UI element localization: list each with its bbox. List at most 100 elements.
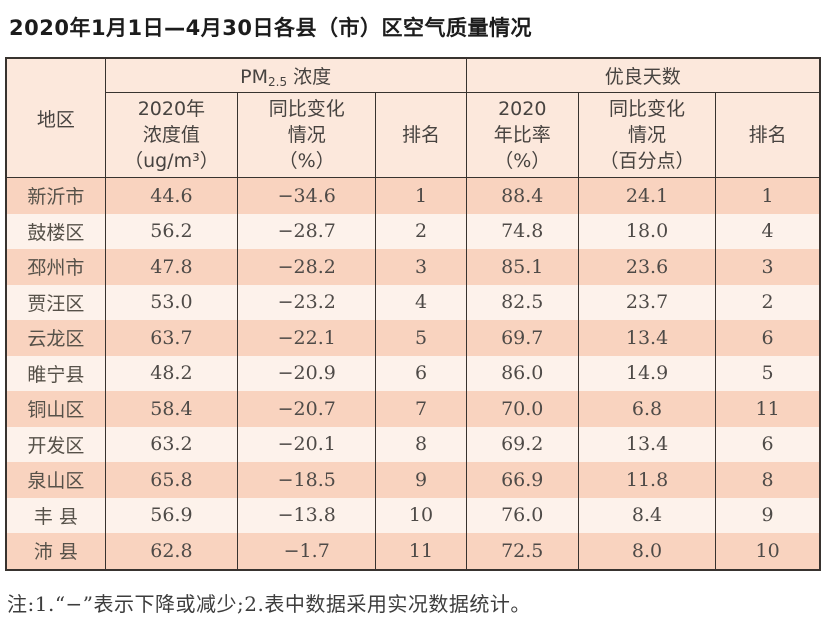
value-cell: −34.6 bbox=[237, 177, 377, 214]
col-header-pm25-change: 同比变化 情况 （%） bbox=[237, 92, 377, 178]
value-cell: 72.5 bbox=[465, 533, 579, 570]
value-cell: 2 bbox=[375, 213, 467, 249]
value-cell: 10 bbox=[375, 497, 467, 533]
col-header-good-change: 同比变化 情况 （百分点） bbox=[577, 92, 717, 178]
value-cell: 48.2 bbox=[104, 355, 239, 391]
air-quality-table: 地区 PM2.5 浓度 优良天数 2020年 浓度值 （ug/m³） 同比变化 … bbox=[5, 57, 821, 571]
value-cell: −20.7 bbox=[237, 391, 377, 427]
col-header-good-days-group: 优良天数 bbox=[465, 58, 821, 93]
table-row: 新沂市 44.6 −34.6 1 88.4 24.1 1 bbox=[5, 177, 821, 214]
value-cell: 85.1 bbox=[465, 249, 579, 285]
value-cell: 8 bbox=[715, 462, 821, 498]
value-cell: 9 bbox=[375, 462, 467, 498]
value-cell: 8 bbox=[375, 426, 467, 462]
value-cell: −28.7 bbox=[237, 213, 377, 249]
page-title: 2020年1月1日—4月30日各县（市）区空气质量情况 bbox=[9, 16, 533, 40]
value-cell: 70.0 bbox=[465, 391, 579, 427]
value-cell: 5 bbox=[375, 320, 467, 356]
col-header-region: 地区 bbox=[5, 58, 106, 178]
table-row: 贾汪区 53.0 −23.2 4 82.5 23.7 2 bbox=[5, 284, 821, 320]
region-cell: 沛 县 bbox=[5, 533, 106, 570]
value-cell: 13.4 bbox=[577, 320, 717, 356]
value-cell: 3 bbox=[375, 249, 467, 285]
value-cell: 86.0 bbox=[465, 355, 579, 391]
region-cell: 新沂市 bbox=[5, 177, 106, 214]
region-cell: 邳州市 bbox=[5, 249, 106, 285]
table-row: 沛 县 62.8 −1.7 11 72.5 8.0 10 bbox=[5, 533, 821, 570]
region-cell: 开发区 bbox=[5, 426, 106, 462]
value-cell: 44.6 bbox=[104, 177, 239, 214]
value-cell: 23.7 bbox=[577, 284, 717, 320]
region-cell: 贾汪区 bbox=[5, 284, 106, 320]
value-cell: 4 bbox=[375, 284, 467, 320]
value-cell: 4 bbox=[715, 213, 821, 249]
value-cell: 63.2 bbox=[104, 426, 239, 462]
value-cell: −23.2 bbox=[237, 284, 377, 320]
pm25-label-prefix: PM bbox=[240, 66, 269, 88]
value-cell: −20.1 bbox=[237, 426, 377, 462]
region-cell: 泉山区 bbox=[5, 462, 106, 498]
value-cell: 7 bbox=[375, 391, 467, 427]
region-cell: 鼓楼区 bbox=[5, 213, 106, 249]
col-header-pm25-value: 2020年 浓度值 （ug/m³） bbox=[104, 92, 239, 178]
col-header-pm25-rank: 排名 bbox=[375, 92, 467, 178]
region-cell: 铜山区 bbox=[5, 391, 106, 427]
table-row: 睢宁县 48.2 −20.9 6 86.0 14.9 5 bbox=[5, 355, 821, 391]
value-cell: 14.9 bbox=[577, 355, 717, 391]
region-cell: 睢宁县 bbox=[5, 355, 106, 391]
value-cell: 8.0 bbox=[577, 533, 717, 570]
value-cell: −1.7 bbox=[237, 533, 377, 570]
pm25-label-suffix: 浓度 bbox=[287, 66, 332, 88]
value-cell: 1 bbox=[375, 177, 467, 214]
value-cell: 47.8 bbox=[104, 249, 239, 285]
value-cell: −18.5 bbox=[237, 462, 377, 498]
table-body: 新沂市 44.6 −34.6 1 88.4 24.1 1 鼓楼区 56.2 −28.7 2 74.8 1… bbox=[5, 177, 821, 570]
header-group-row: 地区 PM2.5 浓度 优良天数 bbox=[5, 58, 821, 178]
value-cell: 76.0 bbox=[465, 497, 579, 533]
value-cell: 62.8 bbox=[104, 533, 239, 570]
table-header: 地区 PM2.5 浓度 优良天数 2020年 浓度值 （ug/m³） 同比变化 … bbox=[5, 58, 821, 178]
table-row: 丰 县 56.9 −13.8 10 76.0 8.4 9 bbox=[5, 497, 821, 533]
table-row: 鼓楼区 56.2 −28.7 2 74.8 18.0 4 bbox=[5, 213, 821, 249]
value-cell: 6.8 bbox=[577, 391, 717, 427]
table-row: 云龙区 63.7 −22.1 5 69.7 13.4 6 bbox=[5, 320, 821, 356]
value-cell: 6 bbox=[715, 320, 821, 356]
value-cell: 9 bbox=[715, 497, 821, 533]
value-cell: 66.9 bbox=[465, 462, 579, 498]
region-cell: 云龙区 bbox=[5, 320, 106, 356]
region-cell: 丰 县 bbox=[5, 497, 106, 533]
table-row: 泉山区 65.8 −18.5 9 66.9 11.8 8 bbox=[5, 462, 821, 498]
value-cell: 65.8 bbox=[104, 462, 239, 498]
value-cell: 11 bbox=[375, 533, 467, 570]
table-row: 邳州市 47.8 −28.2 3 85.1 23.6 3 bbox=[5, 249, 821, 285]
pm25-label-subscript: 2.5 bbox=[268, 75, 288, 89]
value-cell: 63.7 bbox=[104, 320, 239, 356]
value-cell: 1 bbox=[715, 177, 821, 214]
value-cell: 11 bbox=[715, 391, 821, 427]
table-row: 铜山区 58.4 −20.7 7 70.0 6.8 11 bbox=[5, 391, 821, 427]
value-cell: 18.0 bbox=[577, 213, 717, 249]
value-cell: 6 bbox=[375, 355, 467, 391]
value-cell: 24.1 bbox=[577, 177, 717, 214]
table-row: 开发区 63.2 −20.1 8 69.2 13.4 6 bbox=[5, 426, 821, 462]
value-cell: 74.8 bbox=[465, 213, 579, 249]
value-cell: 69.2 bbox=[465, 426, 579, 462]
footnote: 注:1.“−”表示下降或减少;2.表中数据采用实况数据统计。 bbox=[7, 591, 531, 616]
value-cell: 56.2 bbox=[104, 213, 239, 249]
value-cell: 2 bbox=[715, 284, 821, 320]
value-cell: −13.8 bbox=[237, 497, 377, 533]
value-cell: 6 bbox=[715, 426, 821, 462]
col-header-good-rate: 2020 年比率 （%） bbox=[465, 92, 579, 178]
value-cell: 5 bbox=[715, 355, 821, 391]
value-cell: 88.4 bbox=[465, 177, 579, 214]
value-cell: 56.9 bbox=[104, 497, 239, 533]
value-cell: 8.4 bbox=[577, 497, 717, 533]
value-cell: 58.4 bbox=[104, 391, 239, 427]
col-header-pm25-group: PM2.5 浓度 bbox=[104, 58, 467, 93]
col-header-good-rank: 排名 bbox=[715, 92, 821, 178]
value-cell: 3 bbox=[715, 249, 821, 285]
value-cell: −28.2 bbox=[237, 249, 377, 285]
value-cell: 53.0 bbox=[104, 284, 239, 320]
value-cell: −22.1 bbox=[237, 320, 377, 356]
